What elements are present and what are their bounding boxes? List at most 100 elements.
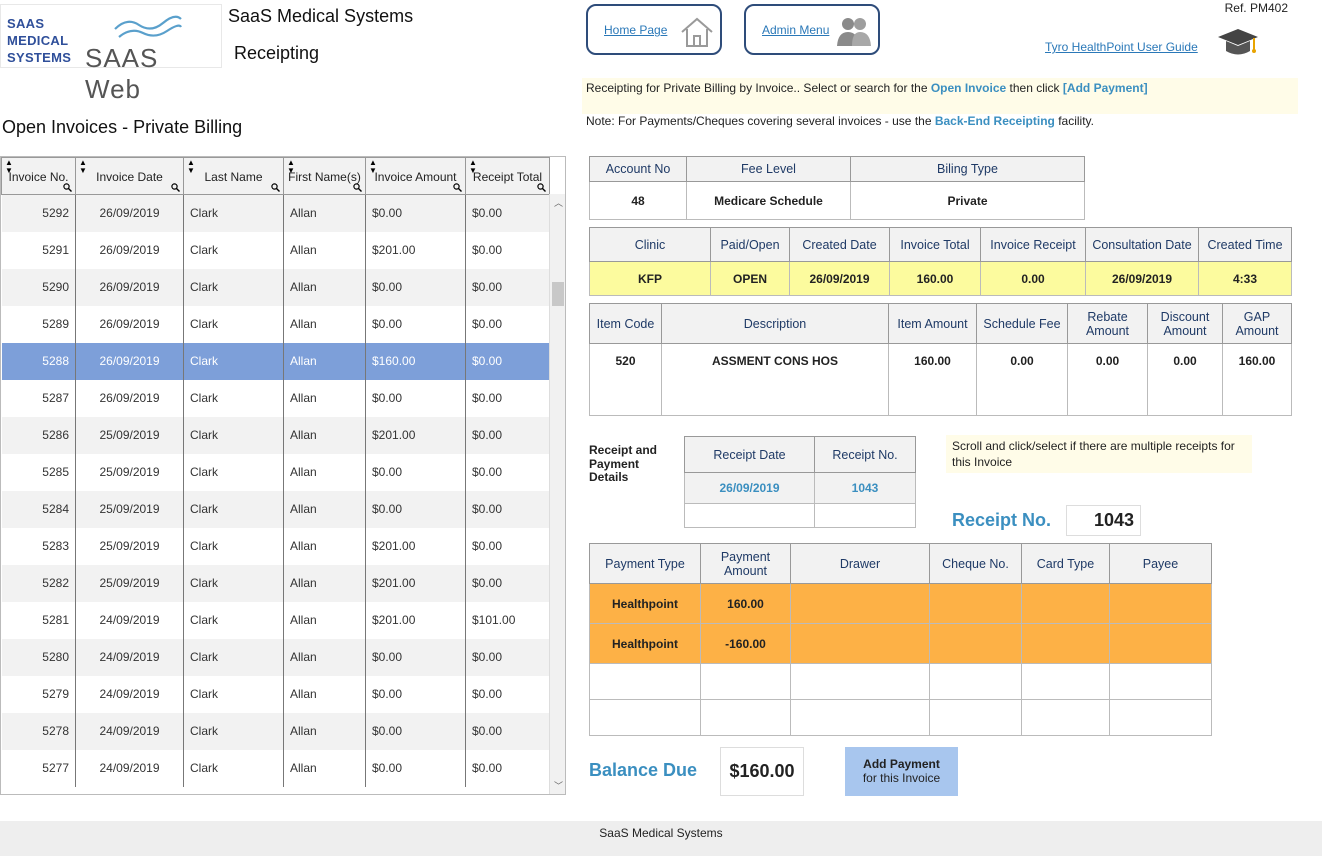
first-name-cell[interactable]: Allan — [283, 712, 366, 750]
receipt-total-cell[interactable]: $0.00 — [465, 675, 550, 713]
payment-cell-0[interactable]: Healthpoint — [589, 623, 701, 664]
first-name-cell[interactable]: Allan — [283, 490, 366, 528]
column-header-4[interactable]: ▲ ▼ Invoice Amount — [365, 157, 466, 195]
receipt-total-cell[interactable]: $0.00 — [465, 194, 550, 232]
invoice-no-cell[interactable]: 5277 — [1, 749, 76, 787]
column-header-1[interactable]: ▲ ▼ Invoice Date — [75, 157, 184, 195]
payment-cell-empty[interactable] — [790, 699, 930, 736]
payment-cell-5[interactable] — [1109, 623, 1212, 664]
receipt-total-cell[interactable]: $0.00 — [465, 527, 550, 565]
item-value-3[interactable]: 0.00 — [976, 343, 1068, 416]
table-row[interactable]: 5277 24/09/2019 Clark Allan $0.00 $0.00 — [1, 749, 550, 787]
payment-cell-empty[interactable] — [1109, 699, 1212, 736]
invoice-no-cell[interactable]: 5285 — [1, 453, 76, 491]
graduation-cap-icon[interactable] — [1216, 26, 1260, 60]
payment-cell-4[interactable] — [1021, 583, 1110, 624]
table-row[interactable]: 5285 25/09/2019 Clark Allan $0.00 $0.00 — [1, 453, 550, 491]
invoice-value-6[interactable]: 4:33 — [1198, 261, 1292, 296]
last-name-cell[interactable]: Clark — [183, 416, 284, 454]
invoice-value-0[interactable]: KFP — [589, 261, 711, 296]
invoice-value-5[interactable]: 26/09/2019 — [1085, 261, 1199, 296]
scroll-thumb[interactable] — [552, 282, 564, 306]
invoice-date-cell[interactable]: 26/09/2019 — [75, 268, 184, 306]
add-payment-sublabel[interactable]: for this Invoice — [862, 771, 941, 785]
table-row[interactable]: 5291 26/09/2019 Clark Allan $201.00 $0.00 — [1, 231, 550, 269]
invoice-date-cell[interactable]: 24/09/2019 — [75, 675, 184, 713]
sort-icon[interactable]: ▲ ▼ — [469, 158, 477, 175]
first-name-cell[interactable]: Allan — [283, 268, 366, 306]
first-name-cell[interactable]: Allan — [283, 342, 366, 380]
invoice-no-cell[interactable]: 5279 — [1, 675, 76, 713]
invoice-no-cell[interactable]: 5283 — [1, 527, 76, 565]
receipt-total-cell[interactable]: $0.00 — [465, 638, 550, 676]
invoice-no-cell[interactable]: 5291 — [1, 231, 76, 269]
receipt-total-cell[interactable]: $101.00 — [465, 601, 550, 639]
invoice-amount-cell[interactable]: $0.00 — [365, 712, 466, 750]
table-row[interactable]: 5279 24/09/2019 Clark Allan $0.00 $0.00 — [1, 675, 550, 713]
payment-cell-1[interactable]: 160.00 — [700, 583, 791, 624]
receipt-date-value[interactable]: 26/09/2019 — [684, 472, 815, 504]
table-row[interactable]: 5282 25/09/2019 Clark Allan $201.00 $0.00 — [1, 564, 550, 602]
search-icon[interactable] — [353, 183, 362, 192]
receipt-row-empty[interactable] — [684, 503, 916, 528]
column-header-2[interactable]: ▲ ▼ Last Name — [183, 157, 284, 195]
last-name-cell[interactable]: Clark — [183, 231, 284, 269]
invoice-date-cell[interactable]: 24/09/2019 — [75, 601, 184, 639]
invoice-date-cell[interactable]: 25/09/2019 — [75, 490, 184, 528]
first-name-cell[interactable]: Allan — [283, 379, 366, 417]
last-name-cell[interactable]: Clark — [183, 305, 284, 343]
add-payment-button[interactable]: Add Payment for this Invoice — [845, 747, 958, 796]
column-header-label[interactable]: Last Name — [204, 170, 263, 184]
invoice-no-cell[interactable]: 5290 — [1, 268, 76, 306]
receipt-row[interactable]: 26/09/2019 1043 — [684, 472, 916, 504]
item-value-4[interactable]: 0.00 — [1067, 343, 1148, 416]
invoice-date-cell[interactable]: 25/09/2019 — [75, 564, 184, 602]
search-icon[interactable] — [271, 183, 280, 192]
table-row[interactable]: 5281 24/09/2019 Clark Allan $201.00 $101.00 — [1, 601, 550, 639]
receipt-total-cell[interactable]: $0.00 — [465, 749, 550, 787]
receipt-no-value[interactable]: 1043 — [814, 472, 916, 504]
payment-cell-empty[interactable] — [1021, 663, 1110, 700]
invoice-amount-cell[interactable]: $0.00 — [365, 268, 466, 306]
invoice-amount-cell[interactable]: $201.00 — [365, 231, 466, 269]
column-header-label[interactable]: Invoice Amount — [374, 170, 457, 184]
table-row[interactable]: 5278 24/09/2019 Clark Allan $0.00 $0.00 — [1, 712, 550, 750]
payment-cell-4[interactable] — [1021, 623, 1110, 664]
table-row[interactable]: 5287 26/09/2019 Clark Allan $0.00 $0.00 — [1, 379, 550, 417]
invoice-no-cell[interactable]: 5281 — [1, 601, 76, 639]
last-name-cell[interactable]: Clark — [183, 712, 284, 750]
payment-cell-empty[interactable] — [929, 699, 1022, 736]
invoice-amount-cell[interactable]: $0.00 — [365, 638, 466, 676]
invoice-amount-cell[interactable]: $201.00 — [365, 527, 466, 565]
first-name-cell[interactable]: Allan — [283, 638, 366, 676]
first-name-cell[interactable]: Allan — [283, 675, 366, 713]
invoice-value-4[interactable]: 0.00 — [980, 261, 1086, 296]
last-name-cell[interactable]: Clark — [183, 453, 284, 491]
receipt-total-cell[interactable]: $0.00 — [465, 712, 550, 750]
item-value-0[interactable]: 520 — [589, 343, 662, 416]
payment-cell-1[interactable]: -160.00 — [700, 623, 791, 664]
payment-cell-empty[interactable] — [929, 663, 1022, 700]
invoice-value-2[interactable]: 26/09/2019 — [789, 261, 890, 296]
invoice-amount-cell[interactable]: $0.00 — [365, 305, 466, 343]
invoice-amount-cell[interactable]: $201.00 — [365, 564, 466, 602]
receipt-total-cell[interactable]: $0.00 — [465, 305, 550, 343]
invoice-date-cell[interactable]: 25/09/2019 — [75, 416, 184, 454]
invoice-date-cell[interactable]: 24/09/2019 — [75, 749, 184, 787]
sort-icon[interactable]: ▲ ▼ — [79, 158, 87, 175]
payment-cell-2[interactable] — [790, 583, 930, 624]
table-row[interactable]: 5286 25/09/2019 Clark Allan $201.00 $0.00 — [1, 416, 550, 454]
table-row[interactable]: 5280 24/09/2019 Clark Allan $0.00 $0.00 — [1, 638, 550, 676]
invoice-data-row[interactable]: KFP OPEN 26/09/2019 160.00 0.00 26/09/2019 4:3… — [589, 261, 1292, 296]
admin-menu-button[interactable]: Admin Menu — [744, 4, 880, 55]
payment-cell-empty[interactable] — [700, 699, 791, 736]
first-name-cell[interactable]: Allan — [283, 231, 366, 269]
receipt-total-cell[interactable]: $0.00 — [465, 490, 550, 528]
invoice-amount-cell[interactable]: $201.00 — [365, 601, 466, 639]
invoice-date-cell[interactable]: 26/09/2019 — [75, 305, 184, 343]
sort-icon[interactable]: ▲ ▼ — [187, 158, 195, 175]
search-icon[interactable] — [171, 183, 180, 192]
invoice-date-cell[interactable]: 24/09/2019 — [75, 712, 184, 750]
invoice-date-cell[interactable]: 26/09/2019 — [75, 342, 184, 380]
items-data-row[interactable]: 520 ASSMENT CONS HOS 160.00 0.00 0.00 0.00 160… — [589, 343, 1292, 416]
